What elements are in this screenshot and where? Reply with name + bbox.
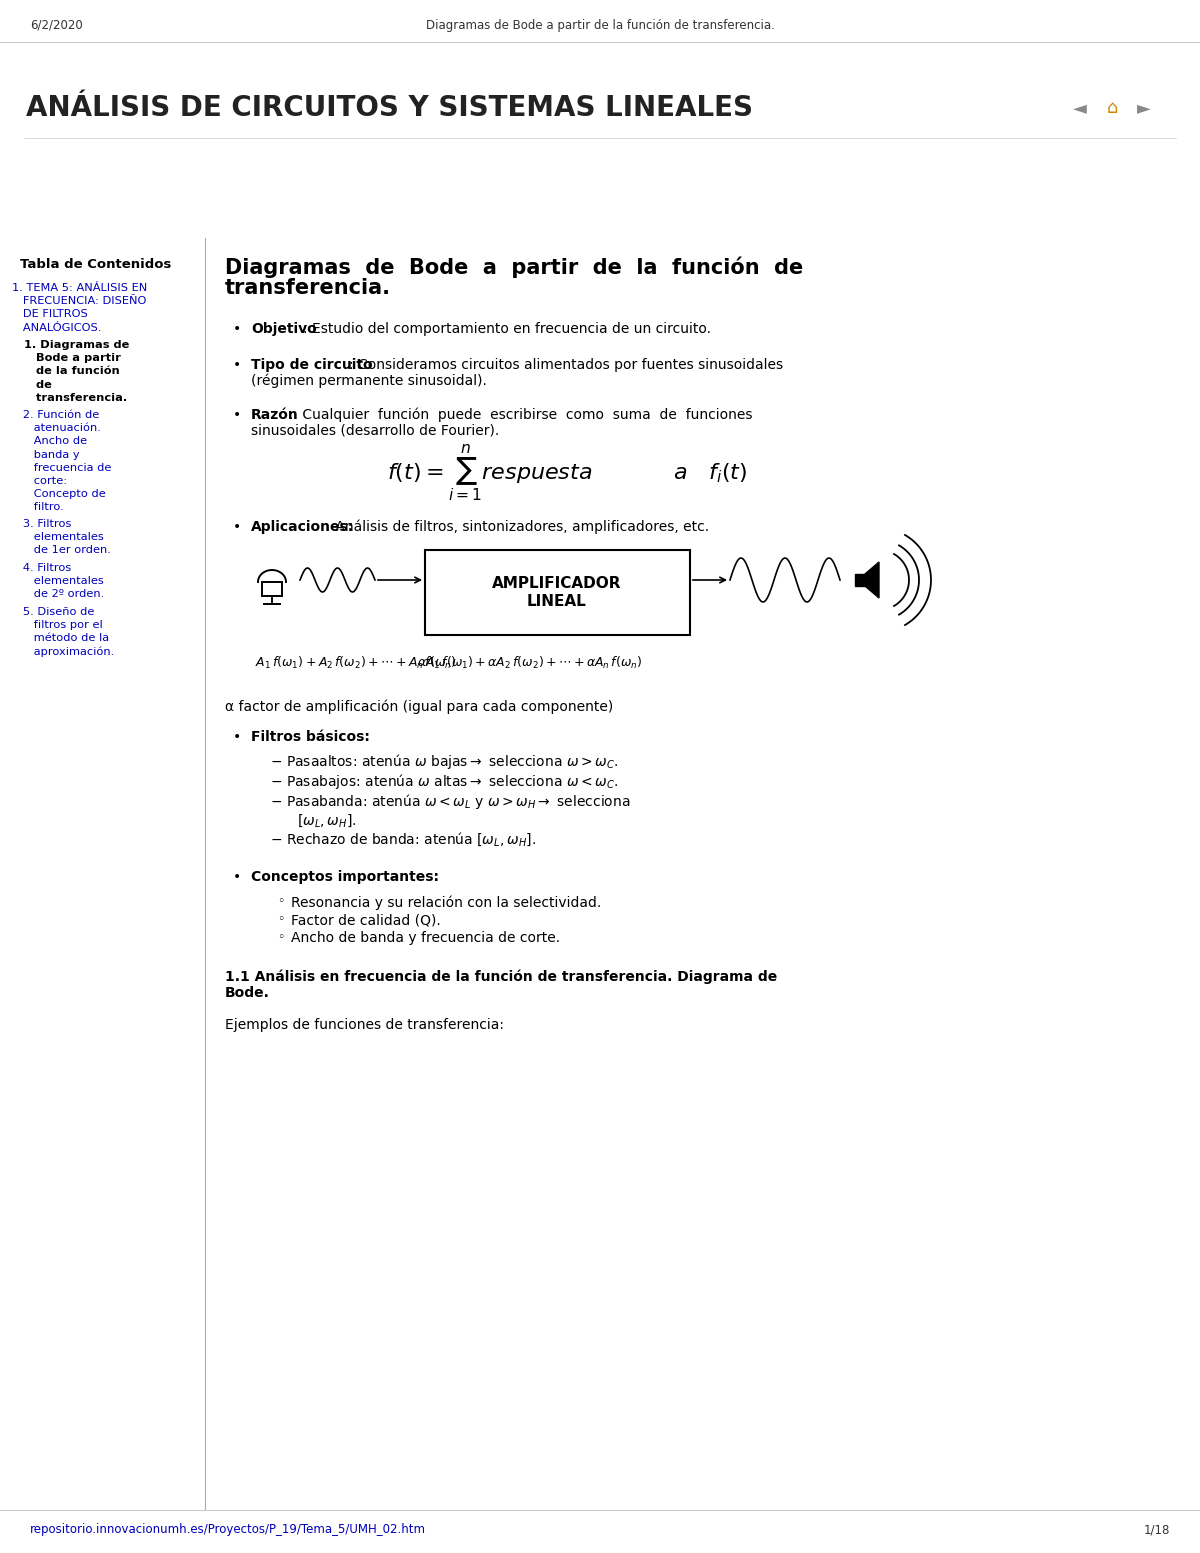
Text: 1.1 Análisis en frecuencia de la función de transferencia. Diagrama de: 1.1 Análisis en frecuencia de la función… [226,971,778,985]
Text: Diagramas  de  Bode  a  partir  de  la  función  de: Diagramas de Bode a partir de la función… [226,256,803,278]
Text: •: • [233,321,241,335]
Text: repositorio.innovacionumh.es/Proyectos/P_19/Tema_5/UMH_02.htm: repositorio.innovacionumh.es/Proyectos/P… [30,1523,426,1536]
Text: Tabla de Contenidos: Tabla de Contenidos [20,258,172,272]
Text: ◦: ◦ [277,913,284,926]
Text: ►: ► [1138,99,1151,116]
Text: •: • [233,359,241,373]
Text: $-$ Pasabajos: atenúa $\omega$ altas$\rightarrow$ selecciona $\omega < \omega_C.: $-$ Pasabajos: atenúa $\omega$ altas$\ri… [270,772,618,790]
Polygon shape [854,575,865,585]
Text: 1. TEMA 5: ANÁLISIS EN
   FRECUENCIA: DISEÑO
   DE FILTROS
   ANALÓGICOS.: 1. TEMA 5: ANÁLISIS EN FRECUENCIA: DISEÑ… [12,283,148,332]
Text: $A_1\,f(\omega_1) + A_2\,f(\omega_2) + \cdots + A_n\,f(\omega_n)$: $A_1\,f(\omega_1) + A_2\,f(\omega_2) + \… [256,655,456,671]
Text: : Estudio del comportamiento en frecuencia de un circuito.: : Estudio del comportamiento en frecuenc… [302,321,710,335]
Text: Filtros básicos:: Filtros básicos: [251,730,370,744]
Text: Diagramas de Bode a partir de la función de transferencia.: Diagramas de Bode a partir de la función… [426,19,774,31]
Text: α factor de amplificación (igual para cada componente): α factor de amplificación (igual para ca… [226,700,613,714]
Text: ⌂: ⌂ [1106,99,1117,116]
Text: ◦: ◦ [277,895,284,909]
Text: 1. Diagramas de
      Bode a partir
      de la función
      de
      transfere: 1. Diagramas de Bode a partir de la func… [12,340,130,402]
Text: LINEAL: LINEAL [527,595,587,609]
Text: Tipo de circuito: Tipo de circuito [251,359,373,373]
Text: Análisis de filtros, sintonizadores, amplificadores, etc.: Análisis de filtros, sintonizadores, amp… [331,520,709,534]
Text: 4. Filtros
      elementales
      de 2º orden.: 4. Filtros elementales de 2º orden. [12,564,104,599]
Text: Conceptos importantes:: Conceptos importantes: [251,870,439,884]
Text: •: • [233,870,241,884]
Text: (régimen permanente sinusoidal).: (régimen permanente sinusoidal). [251,373,487,388]
Text: Factor de calidad (Q).: Factor de calidad (Q). [292,913,440,927]
Text: $-$ Rechazo de banda: atenúa $[\omega_L,\omega_H].$: $-$ Rechazo de banda: atenúa $[\omega_L,… [270,829,536,848]
Text: ANÁLISIS DE CIRCUITOS Y SISTEMAS LINEALES: ANÁLISIS DE CIRCUITOS Y SISTEMAS LINEALE… [26,95,754,123]
Text: $\quad\quad[\omega_L,\omega_H].$: $\quad\quad[\omega_L,\omega_H].$ [270,812,356,829]
Text: $f(t) = \sum_{i=1}^{n} \mathit{respuesta}$: $f(t) = \sum_{i=1}^{n} \mathit{respuesta… [388,443,593,503]
Text: •: • [233,408,241,422]
Text: •: • [233,520,241,534]
Text: 6/2/2020: 6/2/2020 [30,19,83,31]
Text: •: • [233,730,241,744]
Text: $-$ Pasabanda: atenúa $\omega < \omega_L$ y $\omega > \omega_H\rightarrow$ selec: $-$ Pasabanda: atenúa $\omega < \omega_L… [270,792,630,811]
Text: :  Cualquier  función  puede  escribirse  como  suma  de  funciones: : Cualquier función puede escribirse com… [289,408,752,422]
Text: Bode.: Bode. [226,986,270,1000]
Text: ◦: ◦ [277,930,284,944]
Text: ◄: ◄ [1073,99,1087,116]
Polygon shape [865,562,878,598]
Text: : Consideramos circuitos alimentados por fuentes sinusoidales: : Consideramos circuitos alimentados por… [349,359,784,373]
Text: Resonancia y su relación con la selectividad.: Resonancia y su relación con la selectiv… [292,895,601,910]
Bar [262,582,282,596]
Text: 3. Filtros
      elementales
      de 1er orden.: 3. Filtros elementales de 1er orden. [12,519,110,556]
Text: Aplicaciones:: Aplicaciones: [251,520,354,534]
Text: $\alpha A_1\,f(\omega_1) + \alpha A_2\,f(\omega_2) + \cdots + \alpha A_n\,f(\ome: $\alpha A_1\,f(\omega_1) + \alpha A_2\,f… [418,655,643,671]
Text: $\mathit{a} \quad f_i(t)$: $\mathit{a} \quad f_i(t)$ [673,461,748,485]
Text: Ancho de banda y frecuencia de corte.: Ancho de banda y frecuencia de corte. [292,930,560,944]
Text: 2. Función de
      atenuación.
      Ancho de
      banda y
      frecuencia de: 2. Función de atenuación. Ancho de banda… [12,410,112,512]
Text: Ejemplos de funciones de transferencia:: Ejemplos de funciones de transferencia: [226,1019,504,1033]
Text: AMPLIFICADOR: AMPLIFICADOR [492,576,622,590]
Text: 5. Diseño de
      filtros por el
      método de la
      aproximación.: 5. Diseño de filtros por el método de la… [12,607,114,657]
Text: sinusoidales (desarrollo de Fourier).: sinusoidales (desarrollo de Fourier). [251,422,499,436]
Text: transferencia.: transferencia. [226,278,391,298]
Text: $-$ Pasaaltos: atenúa $\omega$ bajas$\rightarrow$ selecciona $\omega > \omega_C.: $-$ Pasaaltos: atenúa $\omega$ bajas$\ri… [270,752,618,770]
Text: Objetivo: Objetivo [251,321,317,335]
Text: 1/18: 1/18 [1144,1523,1170,1536]
Bar [425,550,690,635]
Text: Razón: Razón [251,408,299,422]
